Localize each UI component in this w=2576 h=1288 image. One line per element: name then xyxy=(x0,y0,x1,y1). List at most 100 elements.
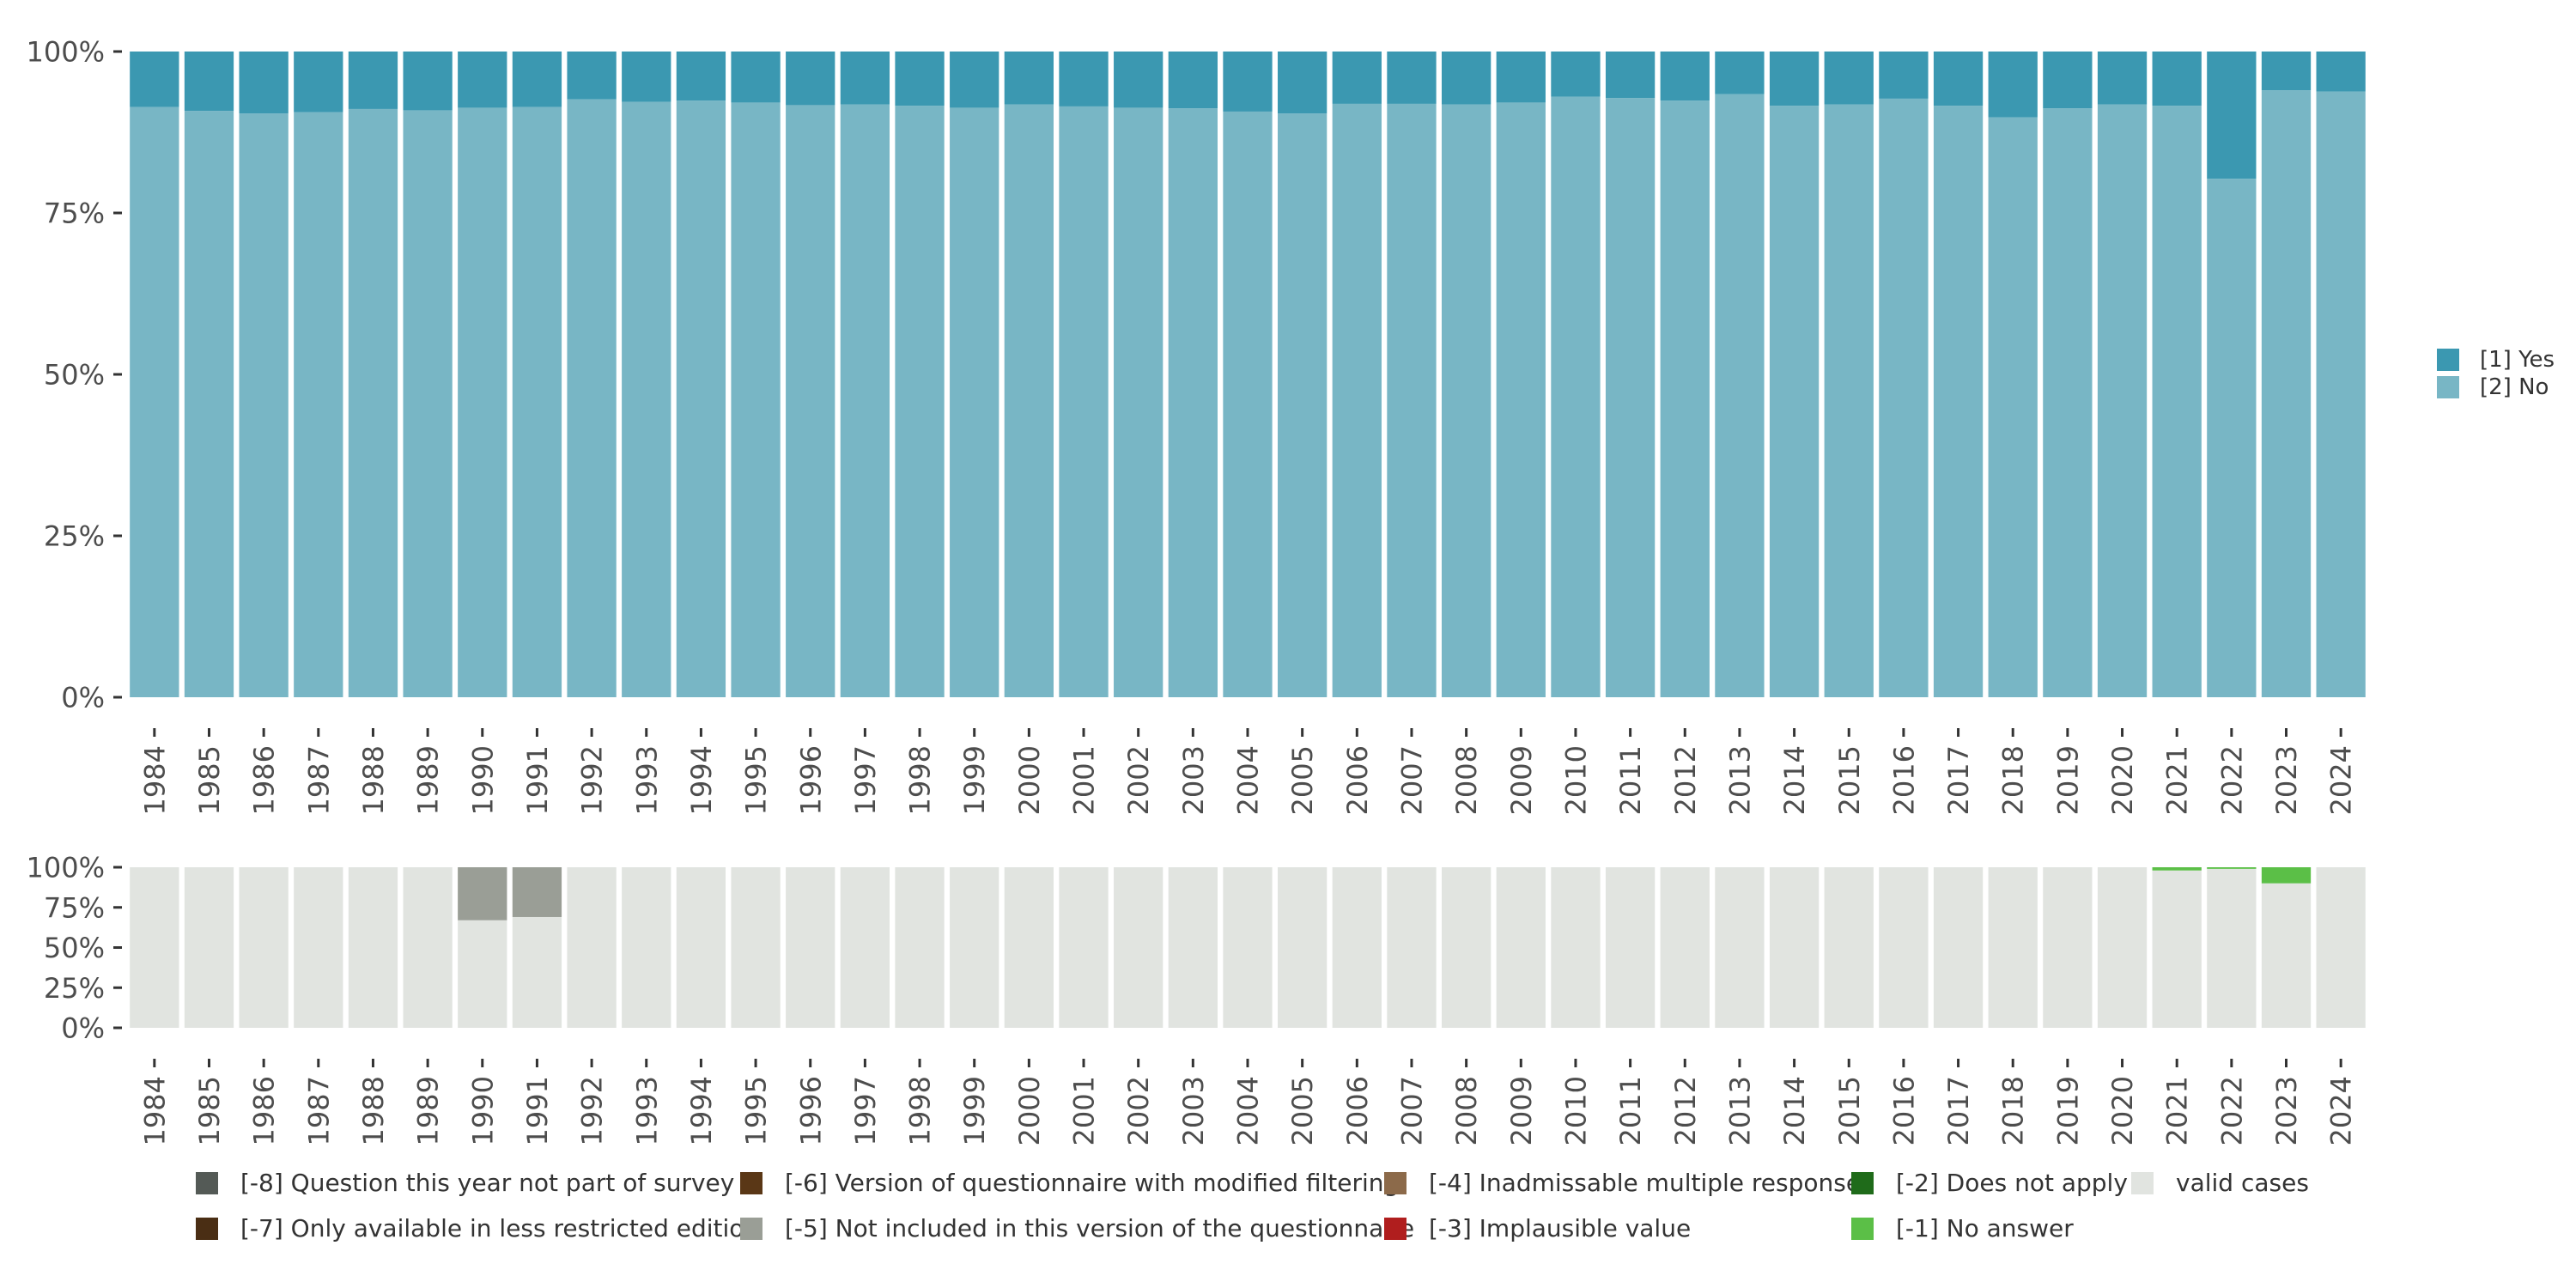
x-tick-label-0-2018: 2018 xyxy=(1997,745,2030,815)
main-response-chart: 0% 25% 50% 75% 100% 1984 1985 1986 1987 1988 1989 1… xyxy=(27,36,2366,815)
bar-0-1984-s1 xyxy=(130,52,179,107)
x-tick-label-1-1993: 1993 xyxy=(630,1076,663,1145)
y-tick-label-1-0: 0% xyxy=(61,1012,105,1045)
bar-1-1995-s0 xyxy=(731,867,781,1028)
x-tick-label-0-2004: 2004 xyxy=(1232,745,1265,815)
x-tick-label-0-1998: 1998 xyxy=(904,745,937,815)
bar-1-1993-s0 xyxy=(622,867,671,1028)
bar-0-2003-s0 xyxy=(1168,108,1218,697)
bar-0-1996-s0 xyxy=(786,105,835,697)
bar-0-2006-s0 xyxy=(1332,103,1382,698)
legend-item-bottom-6: [-2] Does not apply xyxy=(1851,1169,2128,1197)
bar-0-2022-s0 xyxy=(2207,179,2257,698)
bar-1-1999-s0 xyxy=(950,867,999,1028)
x-tick-label-0-2015: 2015 xyxy=(1833,745,1866,815)
bar-0-2003-s1 xyxy=(1168,52,1218,109)
x-tick-label-1-1995: 1995 xyxy=(740,1076,773,1145)
bar-0-2005-s1 xyxy=(1278,52,1327,114)
bar-0-2020-s1 xyxy=(2097,52,2148,105)
x-tick-label-1-2013: 2013 xyxy=(1723,1076,1756,1145)
bar-1-2019-s0 xyxy=(2043,867,2093,1028)
x-tick-label-0-2000: 2000 xyxy=(1013,745,1046,815)
bar-0-1993-s1 xyxy=(622,52,671,102)
legend-label: [-6] Version of questionnaire with modif… xyxy=(785,1169,1400,1197)
y-tick-label-1-4: 100% xyxy=(27,852,105,884)
bar-1-2013-s0 xyxy=(1715,867,1765,1028)
bar-1-1988-s0 xyxy=(348,867,398,1028)
bar-0-2015-s0 xyxy=(1824,104,1874,697)
bar-0-2013-s0 xyxy=(1715,94,1765,697)
x-tick-label-1-2003: 2003 xyxy=(1177,1076,1210,1145)
x-tick-label-0-2019: 2019 xyxy=(2051,745,2084,815)
bar-0-1990-s0 xyxy=(458,107,507,697)
bar-0-2024-s1 xyxy=(2316,52,2366,92)
x-tick-label-1-2024: 2024 xyxy=(2325,1076,2358,1145)
x-tick-label-0-1996: 1996 xyxy=(794,745,827,815)
bar-0-1994-s0 xyxy=(676,100,726,698)
x-tick-label-0-2012: 2012 xyxy=(1669,745,1702,815)
x-tick-label-0-2014: 2014 xyxy=(1778,745,1811,815)
bar-0-2014-s0 xyxy=(1769,106,1820,698)
x-tick-label-1-2014: 2014 xyxy=(1778,1076,1811,1145)
bar-0-1987-s1 xyxy=(294,52,343,112)
legend-label: [-1] No answer xyxy=(1896,1214,2074,1242)
legend-swatch xyxy=(1851,1171,1874,1194)
bar-1-2021-s2 xyxy=(2152,867,2202,871)
bar-1-2022-s0 xyxy=(2207,868,2257,1028)
y-tick-label-0-0: 0% xyxy=(61,682,105,714)
y-tick-label-0-4: 100% xyxy=(27,36,105,69)
x-tick-label-0-2010: 2010 xyxy=(1559,745,1592,815)
bar-0-1992-s1 xyxy=(567,52,617,100)
x-tick-label-1-2015: 2015 xyxy=(1833,1076,1866,1145)
bar-0-2021-s0 xyxy=(2152,106,2202,698)
bar-1-2009-s0 xyxy=(1496,867,1546,1028)
bar-1-2008-s0 xyxy=(1441,867,1492,1028)
x-tick-label-1-2021: 2021 xyxy=(2161,1076,2194,1145)
bar-0-2020-s0 xyxy=(2097,104,2148,697)
bar-1-2021-s0 xyxy=(2152,870,2202,1028)
x-tick-label-0-2013: 2013 xyxy=(1723,745,1756,815)
bar-0-1991-s0 xyxy=(512,106,562,697)
bar-0-2019-s1 xyxy=(2043,52,2093,109)
legend-item-bottom-0: [-8] Question this year not part of surv… xyxy=(196,1169,734,1197)
legend-label: [1] Yes xyxy=(2480,347,2555,373)
bar-0-1997-s1 xyxy=(840,52,890,105)
legend-swatch xyxy=(2437,349,2459,371)
x-tick-label-1-1997: 1997 xyxy=(849,1076,882,1145)
bar-1-1994-s0 xyxy=(676,867,726,1028)
legend-label: [-8] Question this year not part of surv… xyxy=(240,1169,735,1197)
bar-0-1995-s1 xyxy=(731,52,781,103)
bar-0-2018-s0 xyxy=(1988,117,2038,698)
bar-1-2002-s0 xyxy=(1114,867,1163,1028)
bar-1-1996-s0 xyxy=(786,867,835,1028)
legend-swatch xyxy=(196,1171,218,1194)
bar-1-2003-s0 xyxy=(1168,867,1218,1028)
bar-1-2023-s0 xyxy=(2261,883,2312,1028)
bar-0-2016-s1 xyxy=(1879,52,1929,99)
bar-0-1986-s0 xyxy=(239,113,289,697)
bar-1-2015-s0 xyxy=(1824,867,1874,1028)
x-tick-label-1-1986: 1986 xyxy=(248,1076,281,1145)
legend-swatch xyxy=(2131,1171,2154,1194)
bar-1-1985-s0 xyxy=(184,867,234,1028)
bar-0-2016-s0 xyxy=(1879,98,1929,697)
x-tick-label-1-1999: 1999 xyxy=(958,1076,991,1145)
bar-0-1986-s1 xyxy=(239,52,289,114)
x-tick-label-1-2001: 2001 xyxy=(1068,1076,1101,1145)
bar-1-1992-s0 xyxy=(567,867,617,1028)
x-tick-label-0-2021: 2021 xyxy=(2161,745,2194,815)
bar-0-2009-s0 xyxy=(1496,102,1546,697)
bar-0-2022-s1 xyxy=(2207,52,2257,179)
x-tick-label-1-1985: 1985 xyxy=(193,1076,226,1145)
bar-0-2002-s1 xyxy=(1114,52,1163,108)
x-tick-label-1-1996: 1996 xyxy=(794,1076,827,1145)
bar-0-1999-s0 xyxy=(950,107,999,697)
x-tick-label-1-1984: 1984 xyxy=(138,1076,171,1145)
x-tick-label-1-1992: 1992 xyxy=(576,1076,609,1145)
x-tick-label-0-2008: 2008 xyxy=(1450,745,1483,815)
y-tick-label-1-3: 75% xyxy=(44,891,105,924)
x-tick-label-1-2008: 2008 xyxy=(1450,1076,1483,1145)
bar-0-2012-s1 xyxy=(1660,52,1710,101)
legend-item-bottom-3: [-5] Not included in this version of the… xyxy=(740,1214,1414,1242)
